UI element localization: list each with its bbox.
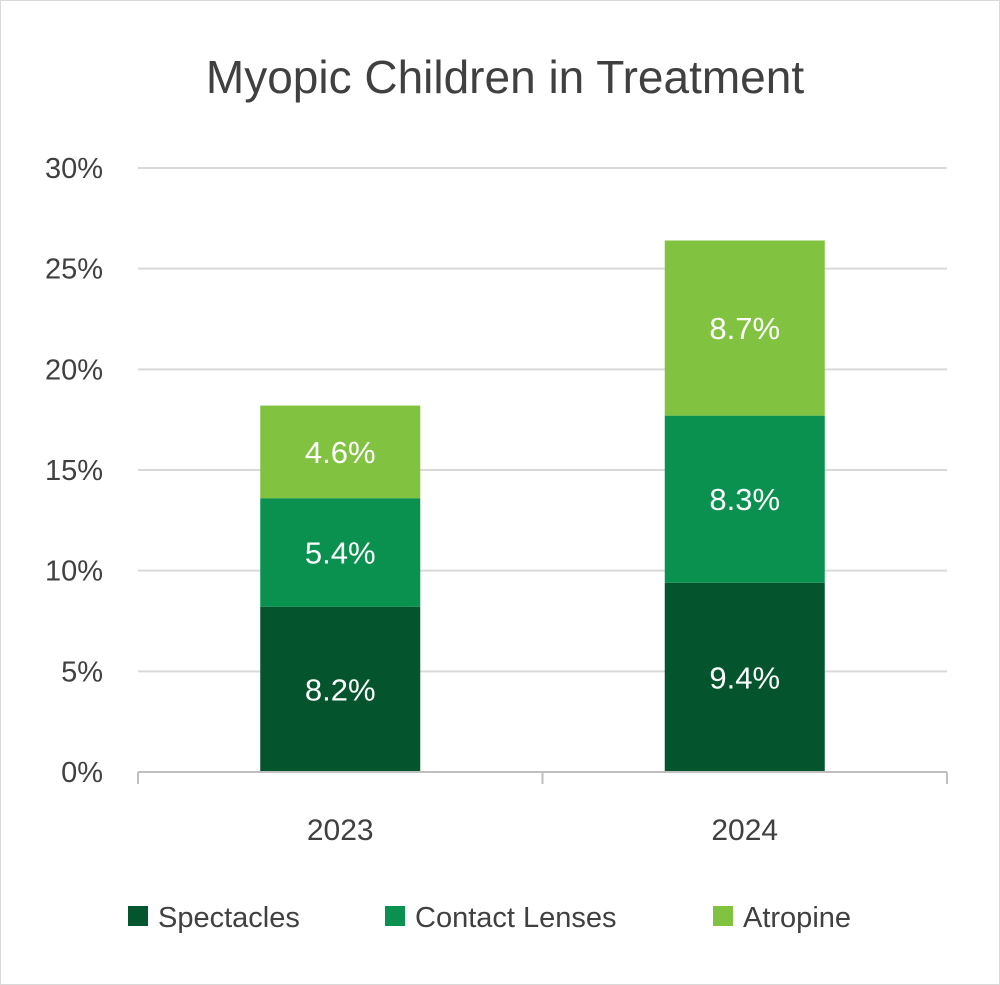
data-label: 8.7% bbox=[709, 311, 780, 346]
bar-segment-atropine bbox=[260, 405, 421, 499]
bar-segment-spectacles bbox=[664, 582, 825, 772]
data-label: 8.3% bbox=[709, 482, 780, 517]
y-tick-label: 10% bbox=[45, 556, 103, 588]
y-tick-label: 0% bbox=[61, 757, 103, 789]
y-axis-ticks: 0% 5% 10% 15% 20% 25% 30% bbox=[45, 153, 103, 789]
bar-segment-contact-lenses bbox=[664, 415, 825, 583]
data-label: 9.4% bbox=[709, 660, 780, 695]
legend-label: Atropine bbox=[743, 902, 851, 934]
chart-title: Myopic Children in Treatment bbox=[206, 51, 804, 103]
gridlines bbox=[138, 167, 947, 673]
y-tick-label: 20% bbox=[45, 354, 103, 386]
legend-swatch bbox=[713, 906, 733, 926]
y-tick-label: 30% bbox=[45, 153, 103, 185]
y-tick-label: 25% bbox=[45, 254, 103, 286]
data-label: 8.2% bbox=[305, 672, 376, 707]
bar-segment-contact-lenses bbox=[260, 498, 421, 607]
bar-segment-spectacles bbox=[260, 606, 421, 772]
x-category-label: 2024 bbox=[711, 814, 778, 847]
bars: 8.2% 5.4% 4.6% 9.4% 8.3% 8.7% bbox=[260, 240, 825, 772]
x-category-label: 2023 bbox=[307, 814, 374, 847]
y-tick-label: 15% bbox=[45, 455, 103, 487]
legend-swatch bbox=[128, 906, 148, 926]
data-label: 5.4% bbox=[305, 536, 376, 571]
y-tick-label: 5% bbox=[61, 656, 103, 688]
legend-label: Spectacles bbox=[158, 902, 300, 934]
bar-segment-atropine bbox=[664, 240, 825, 416]
legend-swatch bbox=[385, 906, 405, 926]
data-label: 4.6% bbox=[305, 435, 376, 470]
x-axis: 2023 2024 bbox=[137, 771, 948, 847]
legend: Spectacles Contact Lenses Atropine bbox=[128, 902, 851, 934]
legend-label: Contact Lenses bbox=[415, 902, 617, 934]
